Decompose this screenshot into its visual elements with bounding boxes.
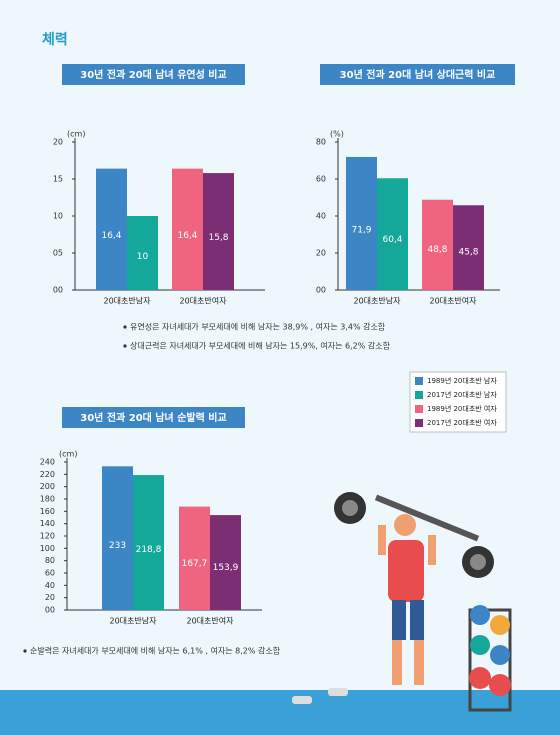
y-tick-label: 80	[45, 556, 55, 565]
x-tick-label: 20대초반남자	[110, 617, 158, 626]
note-bullet	[23, 649, 27, 653]
chart-header-box	[320, 64, 515, 85]
bar	[172, 168, 203, 290]
y-tick-label: 160	[40, 507, 55, 516]
y-tick-label: 80	[316, 138, 326, 147]
y-tick-label: 240	[40, 458, 55, 467]
y-axis-unit: (cm)	[67, 130, 85, 139]
bar	[377, 178, 408, 290]
y-tick-label: 40	[45, 581, 55, 590]
x-tick-label: 20대초반남자	[354, 297, 402, 306]
bar	[179, 506, 210, 610]
note-bullet	[123, 344, 127, 348]
bar	[127, 216, 158, 290]
weightlifter	[292, 492, 512, 712]
legend-swatch	[415, 391, 423, 399]
bar	[422, 199, 453, 290]
value-label: 10	[137, 252, 149, 262]
y-tick-label: 60	[316, 175, 326, 184]
chart-title: 30년 전과 20대 남녀 상대근력 비교	[340, 68, 496, 81]
legend-label: 2017년 20대초반 여자	[427, 418, 497, 427]
x-tick-label: 20대초반여자	[187, 616, 235, 626]
y-tick-label: 20	[53, 138, 63, 147]
bar	[133, 475, 164, 610]
value-label: 153,9	[213, 563, 239, 573]
chart-header-box	[62, 64, 245, 85]
floor	[0, 690, 560, 735]
value-label: 48,8	[427, 245, 447, 255]
y-axis-unit: (%)	[330, 130, 344, 139]
value-label: 233	[109, 541, 126, 551]
y-tick-label: 20	[45, 593, 55, 602]
value-label: 16,4	[177, 231, 197, 241]
bar	[210, 515, 241, 610]
legend-box	[409, 371, 507, 433]
chart-title: 30년 전과 20대 남녀 유연성 비교	[80, 68, 226, 81]
chart-title: 30년 전과 20대 남녀 순발력 비교	[80, 411, 226, 424]
y-tick-label: 140	[40, 519, 55, 528]
note: 유연성은 자녀세대가 부모세대에 비해 남자는 38,9% , 여자는 3,4%…	[130, 322, 386, 332]
x-tick-label: 20대초반여자	[430, 296, 478, 306]
y-tick-label: 20	[316, 249, 326, 258]
y-tick-label: 00	[53, 286, 63, 295]
page-title: 체력	[42, 32, 68, 48]
bar	[102, 466, 133, 610]
value-label: 71,9	[351, 226, 371, 236]
y-tick-label: 60	[45, 569, 55, 578]
note: 상대근력은 자녀세대가 부모세대에 비해 남자는 15,9%, 여자는 6,2%…	[130, 341, 391, 351]
bar	[346, 156, 377, 290]
y-tick-label: 220	[40, 470, 55, 479]
y-tick-label: 120	[40, 532, 55, 541]
value-label: 218,8	[136, 545, 162, 555]
value-label: 15,8	[208, 233, 228, 243]
legend-swatch	[415, 377, 423, 385]
y-tick-label: 180	[40, 495, 55, 504]
y-tick-label: 10	[53, 212, 63, 221]
y-tick-label: 15	[53, 175, 63, 184]
y-tick-label: 00	[316, 286, 326, 295]
legend-label: 1989년 20대초반 여자	[427, 404, 497, 413]
y-axis-unit: (cm)	[59, 450, 77, 459]
bar	[453, 205, 484, 290]
legend-swatch	[415, 405, 423, 413]
y-tick-label: 200	[40, 482, 55, 491]
bar	[203, 173, 234, 290]
note-bullet	[123, 325, 127, 329]
y-tick-label: 100	[40, 544, 55, 553]
y-tick-label: 05	[53, 249, 63, 258]
y-tick-label: 00	[45, 606, 55, 615]
legend-label: 2017년 20대초반 남자	[427, 390, 497, 399]
value-label: 60,4	[382, 235, 402, 245]
x-tick-label: 20대초반남자	[104, 297, 152, 306]
value-label: 167,7	[182, 559, 208, 569]
chart-header-box	[62, 407, 245, 428]
value-label: 16,4	[101, 231, 121, 241]
legend-swatch	[415, 419, 423, 427]
note: 순발력은 자녀세대가 부모세대에 비해 남자는 6,1% , 여자는 8,2% …	[30, 646, 281, 656]
bar	[96, 168, 127, 290]
legend-label: 1989년 20대초반 남자	[427, 376, 497, 385]
x-tick-label: 20대초반여자	[180, 296, 228, 306]
y-tick-label: 40	[316, 212, 326, 221]
value-label: 45,8	[458, 247, 478, 257]
